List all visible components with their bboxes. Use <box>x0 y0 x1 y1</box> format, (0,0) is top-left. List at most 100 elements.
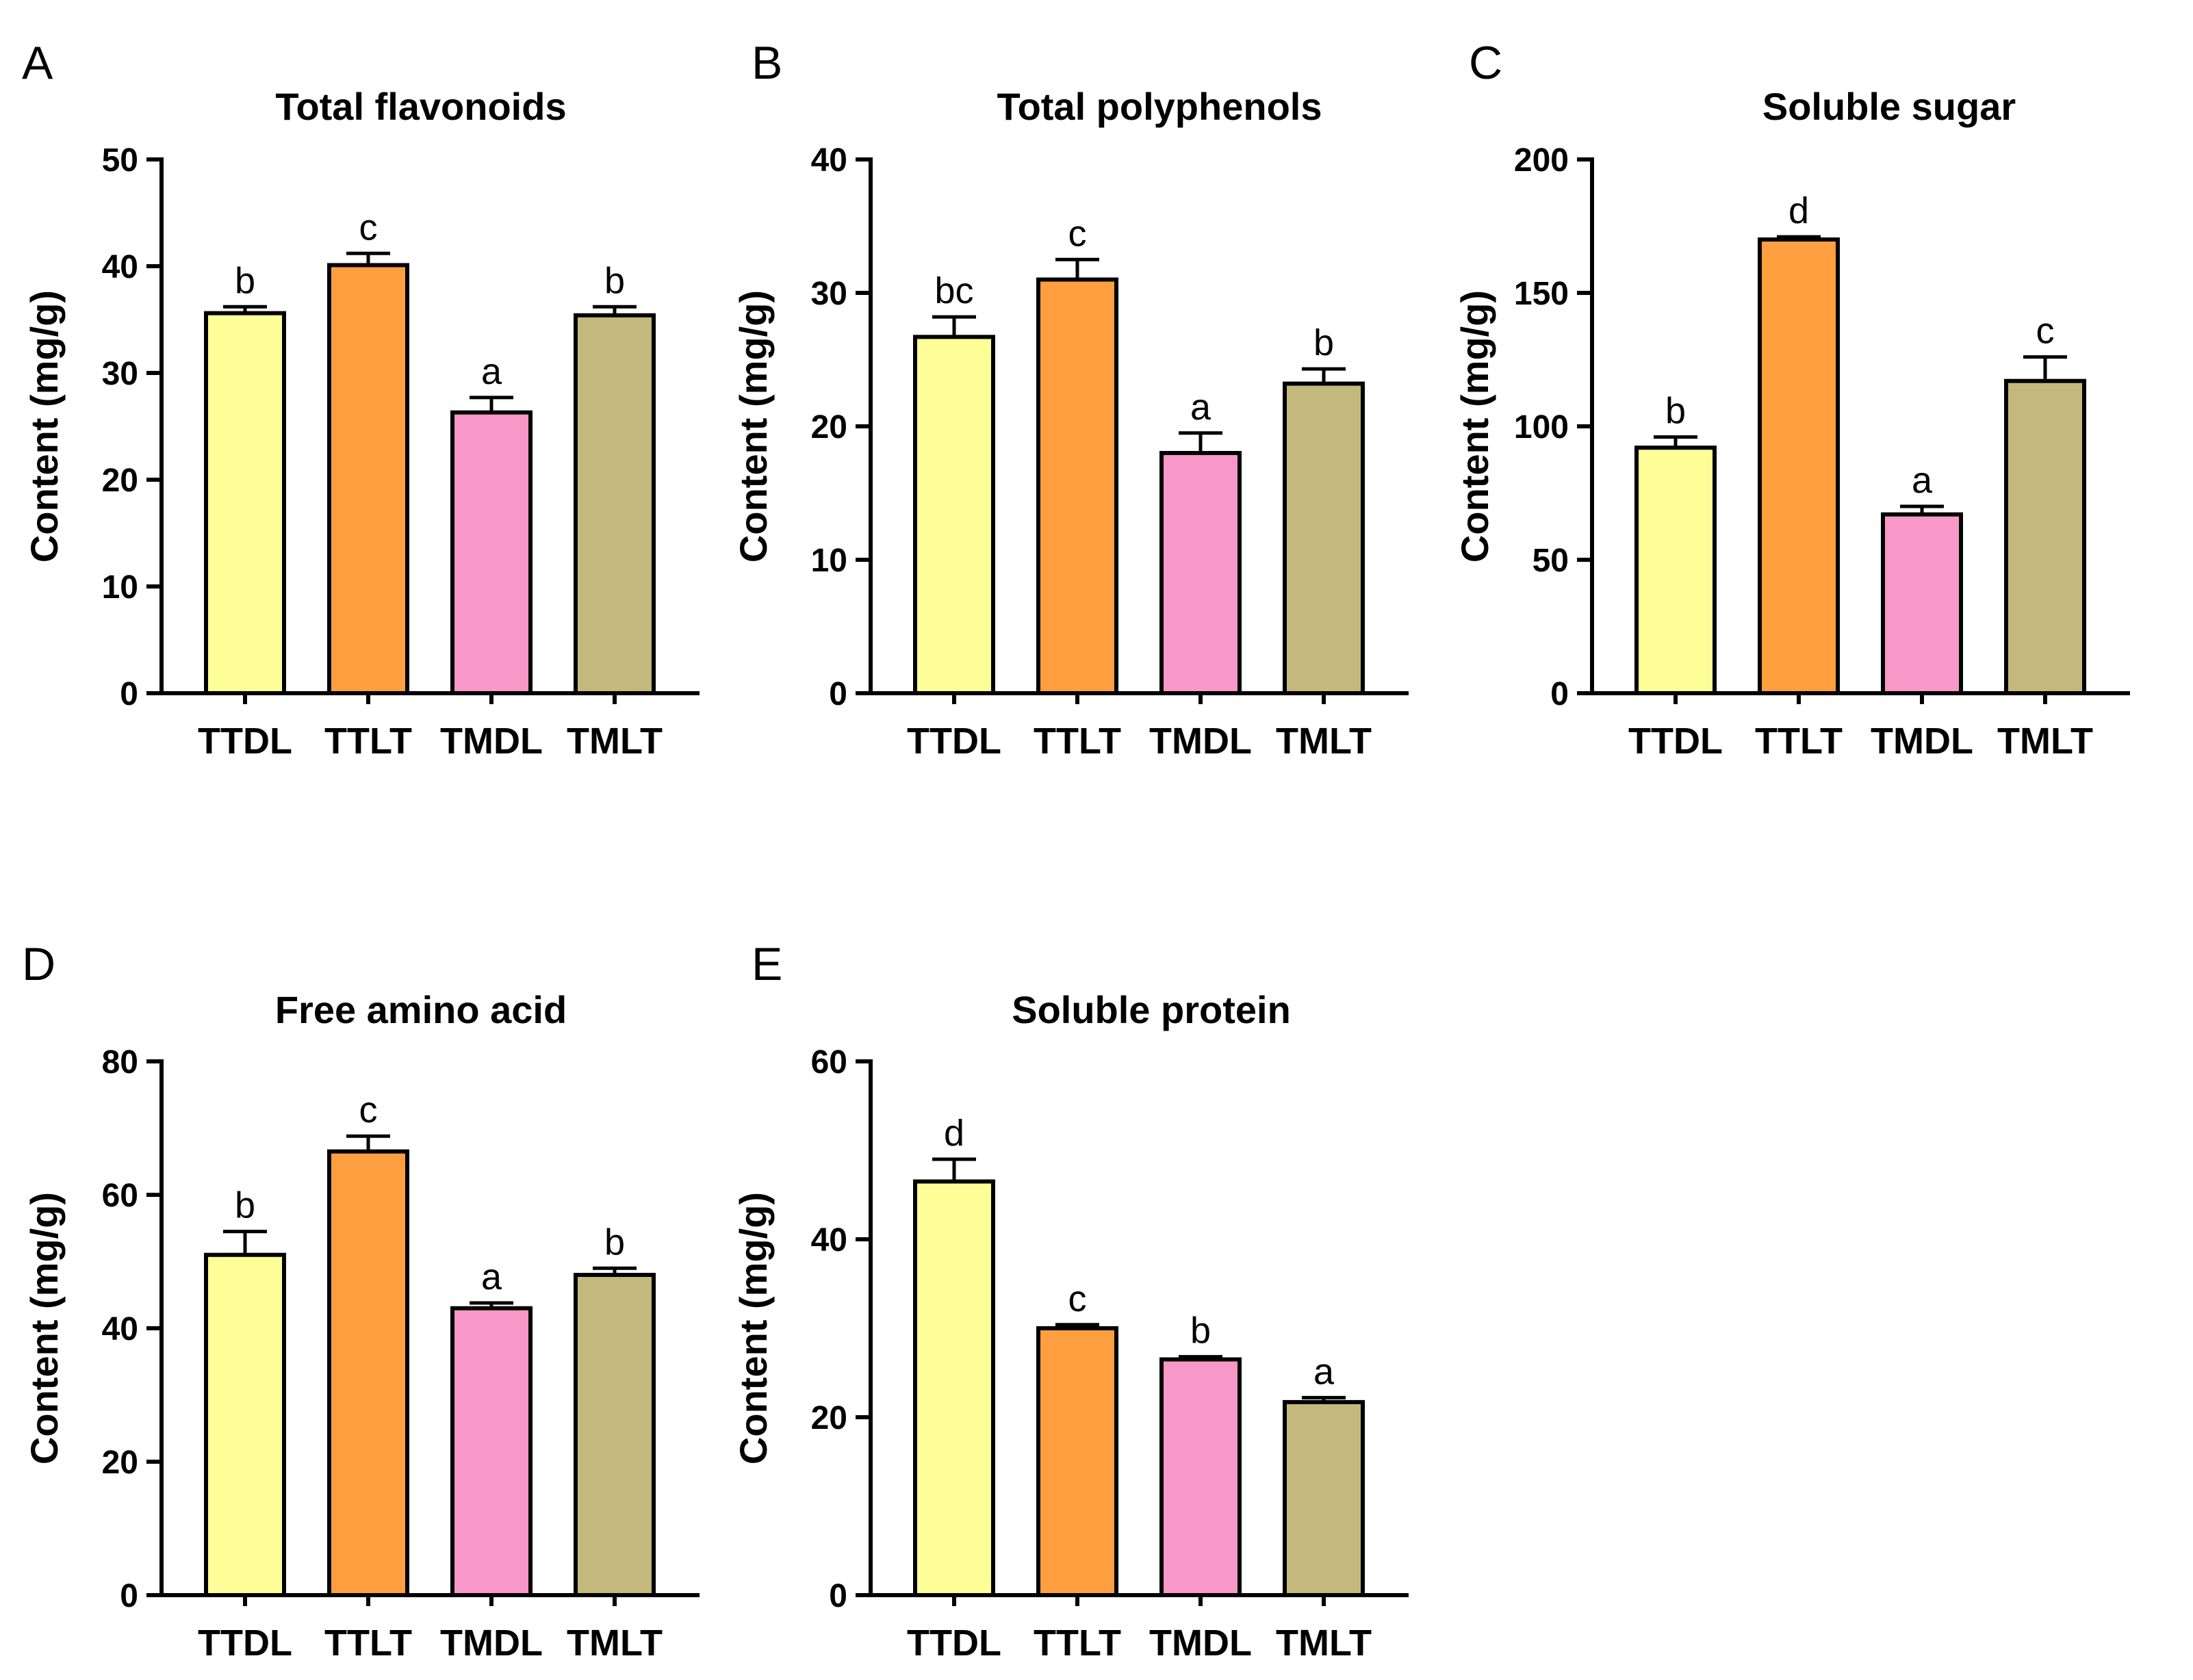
significance-letter: c <box>1068 213 1087 254</box>
bar-tmlt <box>574 1273 656 1597</box>
chart-panel-e: E Soluble protein Content (mg/g) d TTDL c TTLT… <box>732 938 1409 1664</box>
y-tick-label: 0 <box>120 1578 138 1614</box>
significance-letter: a <box>481 351 502 392</box>
y-tick-label: 0 <box>829 676 847 712</box>
panel-label: D <box>22 938 55 990</box>
panel-label: C <box>1469 37 1502 89</box>
bar-ttdl <box>204 311 286 695</box>
y-tick-label: 10 <box>102 569 138 606</box>
bar-ttlt <box>1758 237 1840 695</box>
y-tick-label: 40 <box>102 1311 138 1347</box>
y-tick-label: 40 <box>811 142 847 179</box>
x-tick-label: TTLT <box>1755 721 1843 762</box>
significance-letter: c <box>1068 1278 1087 1319</box>
bar-ttdl <box>1634 445 1717 695</box>
x-tick-label: TTDL <box>198 1623 292 1664</box>
y-tick-label: 60 <box>811 1044 847 1081</box>
panel-label: B <box>752 37 782 89</box>
y-tick-label: 0 <box>1550 676 1569 712</box>
y-tick-label: 20 <box>102 1445 138 1481</box>
significance-letter: b <box>235 260 255 301</box>
x-tick-label: TMLT <box>567 721 663 762</box>
significance-letter: d <box>1788 190 1809 231</box>
significance-letter: c <box>359 207 378 248</box>
bar-tmlt <box>2004 378 2086 695</box>
chart-panel-b: B Total polyphenols Content (mg/g) bc TTDL c T… <box>732 37 1409 762</box>
significance-letter: c <box>359 1089 378 1130</box>
bar-ttdl <box>204 1252 286 1597</box>
x-tick-label: TTLT <box>1034 721 1121 762</box>
panel-label: E <box>752 938 782 990</box>
bar-tmdl <box>450 410 533 695</box>
bar-tmlt <box>1283 1399 1365 1597</box>
y-tick-label: 20 <box>102 463 138 499</box>
bar-ttlt <box>327 1149 409 1597</box>
chart-panel-a: A Total flavonoids Content (mg/g) b TTDL c TTL… <box>22 37 700 762</box>
significance-letter: a <box>1912 460 1933 501</box>
x-tick-label: TMDL <box>1149 721 1252 762</box>
chart-title: Total polyphenols <box>997 85 1322 128</box>
x-tick-label: TTDL <box>907 1623 1001 1664</box>
x-tick-label: TTDL <box>198 721 292 762</box>
y-tick-label: 60 <box>102 1178 138 1214</box>
chart-title: Free amino acid <box>275 988 567 1031</box>
y-tick-label: 200 <box>1514 142 1569 179</box>
y-axis-label: Content (mg/g) <box>23 290 66 563</box>
panel-label: A <box>22 37 53 89</box>
chart-panel-d: D Free amino acid Content (mg/g) b TTDL c TTLT… <box>22 938 700 1664</box>
x-tick-label: TMLT <box>1997 721 2093 762</box>
x-tick-label: TMDL <box>1149 1623 1252 1664</box>
y-axis-label: Content (mg/g) <box>732 290 775 563</box>
bar-ttlt <box>1036 277 1118 695</box>
bar-tmlt <box>1283 381 1365 695</box>
x-tick-label: TMDL <box>1871 721 1973 762</box>
bar-ttdl <box>913 1179 995 1597</box>
bar-ttlt <box>327 263 409 695</box>
significance-letter: b <box>604 260 625 301</box>
bar-ttlt <box>1036 1326 1118 1597</box>
x-tick-label: TMDL <box>440 1623 543 1664</box>
bar-tmdl <box>1881 512 1963 695</box>
significance-letter: b <box>235 1185 255 1226</box>
y-tick-label: 40 <box>811 1222 847 1258</box>
significance-letter: a <box>1190 387 1211 428</box>
significance-letter: a <box>1313 1351 1335 1392</box>
y-tick-label: 150 <box>1514 276 1569 312</box>
bar-ttdl <box>913 335 995 696</box>
significance-letter: c <box>2036 311 2055 352</box>
significance-letter: a <box>481 1256 502 1297</box>
y-tick-label: 40 <box>102 249 138 285</box>
y-tick-label: 10 <box>811 543 847 579</box>
x-tick-label: TTDL <box>1628 721 1723 762</box>
y-tick-label: 20 <box>811 409 847 445</box>
y-tick-label: 30 <box>811 276 847 312</box>
x-tick-label: TMLT <box>1276 721 1372 762</box>
y-axis-label: Content (mg/g) <box>23 1192 66 1464</box>
bar-tmdl <box>450 1306 533 1597</box>
chart-title: Soluble sugar <box>1762 85 2016 128</box>
y-tick-label: 0 <box>829 1578 847 1614</box>
significance-letter: d <box>944 1113 964 1154</box>
x-tick-label: TTLT <box>324 721 412 762</box>
y-axis-label: Content (mg/g) <box>732 1192 775 1464</box>
y-tick-label: 50 <box>1532 543 1569 579</box>
chart-panel-c: C Soluble sugar Content (mg/g) b TTDL d TTLT a T… <box>1453 37 2130 762</box>
chart-title: Soluble protein <box>1012 988 1291 1031</box>
y-tick-label: 50 <box>102 142 138 179</box>
significance-letter: b <box>604 1222 625 1263</box>
chart-title: Total flavonoids <box>275 85 566 128</box>
x-tick-label: TTLT <box>324 1623 412 1664</box>
y-tick-label: 100 <box>1514 409 1569 445</box>
significance-letter: bc <box>934 270 973 311</box>
x-tick-label: TMLT <box>567 1623 663 1664</box>
x-tick-label: TMLT <box>1276 1623 1372 1664</box>
x-tick-label: TMDL <box>440 721 543 762</box>
y-tick-label: 30 <box>102 356 138 392</box>
y-tick-label: 0 <box>120 676 138 712</box>
bar-tmdl <box>1159 1357 1242 1597</box>
bar-tmdl <box>1159 451 1242 695</box>
x-tick-label: TTDL <box>907 721 1001 762</box>
y-tick-label: 20 <box>811 1400 847 1436</box>
bar-tmlt <box>574 313 656 695</box>
